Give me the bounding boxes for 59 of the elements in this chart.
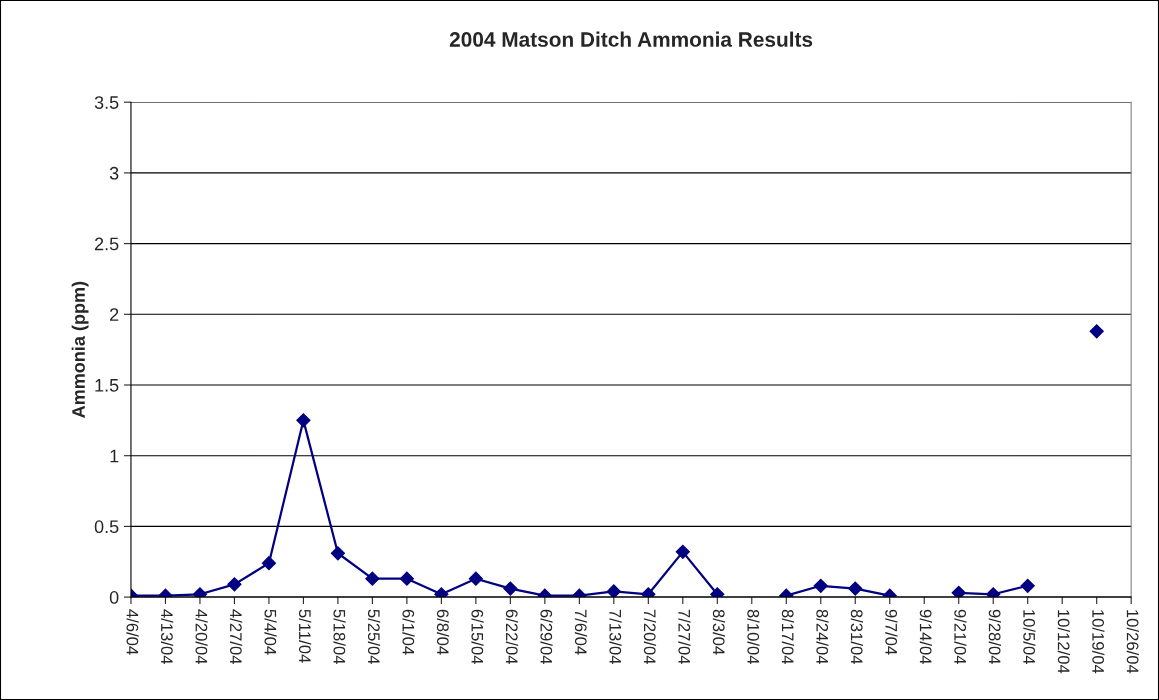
y-tick-label: 2.5 xyxy=(94,237,119,251)
y-tick-label: 0 xyxy=(109,591,119,604)
point xyxy=(813,578,828,593)
x-tick-label: 10/12/04 xyxy=(1057,610,1070,674)
x-tick-label: 9/14/04 xyxy=(919,609,933,665)
y-tick-label: 2 xyxy=(110,308,119,321)
x-tick-label: 7/13/04 xyxy=(609,609,622,665)
x-tick-label: 4/13/04 xyxy=(160,609,174,665)
x-tick-label: 10/19/04 xyxy=(1092,610,1105,674)
x-tick-label: 8/10/04 xyxy=(747,609,760,665)
y-tick-label: 3 xyxy=(109,166,119,180)
x-tick-label: 4/27/04 xyxy=(229,609,243,665)
point xyxy=(399,571,414,586)
x-tick-label: 10/26/04 xyxy=(1126,610,1139,674)
y-tick-label: 0.5 xyxy=(94,520,119,534)
point xyxy=(261,556,277,571)
y-tick-label: 1 xyxy=(110,449,119,463)
x-tick-label: 5/4/04 xyxy=(264,609,277,655)
y-tick-label: 1.5 xyxy=(95,379,119,392)
x-tick-label: 8/17/04 xyxy=(781,609,795,665)
point xyxy=(606,584,621,598)
x-tick-label: 8/31/04 xyxy=(850,609,864,665)
x-tick-label: 6/15/04 xyxy=(471,609,484,665)
point xyxy=(1089,324,1104,339)
x-tick-label: 10/5/04 xyxy=(1023,610,1036,665)
point xyxy=(330,546,345,561)
x-tick-label: 9/28/04 xyxy=(988,609,1001,665)
point xyxy=(296,413,311,428)
point xyxy=(227,577,242,592)
x-tick-label: 4/20/04 xyxy=(195,609,208,665)
x-tick-label: 9/21/04 xyxy=(954,609,967,665)
y-axis-title: Ammonia (ppm) xyxy=(71,281,89,418)
point xyxy=(848,581,863,596)
point xyxy=(468,571,483,586)
x-tick-label: 7/27/04 xyxy=(678,609,691,665)
x-tick-label: 5/11/04 xyxy=(298,609,312,663)
chart-title: 2004 Matson Ditch Ammonia Results xyxy=(449,31,813,47)
x-tick-label: 9/7/04 xyxy=(885,609,898,655)
x-tick-label: 6/29/04 xyxy=(540,609,553,665)
point xyxy=(1020,578,1035,593)
x-tick-label: 6/22/04 xyxy=(505,609,519,665)
point xyxy=(675,544,690,559)
point xyxy=(641,587,656,598)
point xyxy=(986,587,1001,598)
point xyxy=(365,571,380,586)
point xyxy=(503,581,518,596)
x-tick-label: 5/18/04 xyxy=(333,609,346,665)
x-tick-label: 6/8/04 xyxy=(436,609,450,655)
point xyxy=(710,587,725,598)
point xyxy=(434,587,449,598)
x-tick-label: 8/24/04 xyxy=(816,609,829,665)
x-tick-label: 7/6/04 xyxy=(574,609,588,655)
x-tick-label: 5/25/04 xyxy=(367,609,381,665)
y-tick-label: 3.5 xyxy=(94,96,119,109)
x-tick-label: 7/20/04 xyxy=(643,609,657,665)
x-tick-label: 6/1/04 xyxy=(402,609,415,655)
x-tick-label: 4/6/04 xyxy=(126,609,139,655)
x-tick-label: 8/3/04 xyxy=(712,609,726,655)
point xyxy=(951,585,966,598)
